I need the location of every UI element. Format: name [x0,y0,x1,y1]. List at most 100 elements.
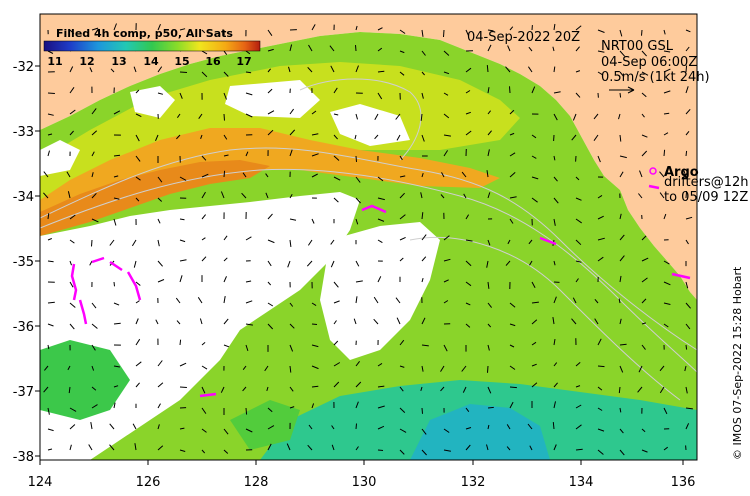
argo-label: Argo [664,165,699,180]
current-vector [308,424,313,430]
current-vector [641,71,649,76]
current-vector [399,192,405,199]
current-vector [242,386,247,392]
current-vector [594,298,599,304]
current-vector [69,239,75,244]
date-label: 04-Sep-2022 20Z [467,30,580,45]
current-vector [659,386,665,394]
current-vector [619,29,623,37]
current-vector [223,92,227,100]
current-vector [223,428,229,435]
current-vector [374,113,379,120]
current-vector [179,362,187,367]
current-vector [245,71,252,74]
current-vector [179,239,186,243]
current-vector [487,281,490,289]
current-vector [201,237,206,241]
colorbar-tick: 13 [111,55,126,68]
current-vector [179,259,187,262]
current-vector [509,172,516,178]
current-vector [637,386,643,393]
current-vector [333,113,339,116]
current-vector [529,260,533,266]
current-vector [157,260,163,267]
drifter-track [78,299,88,325]
current-vector [311,385,319,388]
current-vector [135,134,140,142]
current-vector [443,92,449,96]
current-vector [443,449,451,452]
current-vector [443,235,450,241]
current-vector [420,386,423,392]
current-vector [69,260,72,266]
current-vector [575,25,582,31]
current-vector [619,275,622,283]
current-vector [157,279,165,283]
current-vector [399,71,405,76]
cloud-hole [40,140,80,176]
current-vector [289,386,294,392]
model-label: NRT00 GSL [601,39,674,54]
colorbar-tick: 15 [174,55,189,68]
current-vector [245,280,252,283]
current-vector [157,197,163,202]
current-vector [47,238,52,241]
colorbar-tick: 16 [205,55,221,68]
current-vector [377,197,385,201]
current-vector [267,213,273,220]
current-vector [135,318,139,325]
current-vector [619,213,622,220]
current-vector [486,170,489,178]
current-vector [135,176,141,181]
current-vector [329,45,335,52]
current-vector [373,318,379,325]
current-vector [528,239,533,245]
current-vector [421,407,423,414]
current-vector [201,173,209,178]
current-vector [465,281,472,287]
current-vector [597,256,604,262]
current-vector [399,155,403,161]
current-vector [641,29,643,36]
current-vector [461,365,467,372]
current-vector [157,382,164,388]
current-vector [333,155,340,161]
current-vector [157,176,163,183]
current-vector [311,403,315,409]
current-vector [527,423,533,430]
y-tick-label: -38 [13,450,34,465]
y-tick-label: -33 [13,125,34,140]
current-vector [267,110,275,115]
current-vector [286,443,291,451]
current-vector [420,113,423,121]
current-vector [575,448,583,451]
current-vector [465,302,471,306]
current-vector [311,323,318,325]
current-vector [487,149,490,157]
current-vector [355,45,357,52]
current-vector [220,191,225,199]
current-vector [330,65,335,73]
current-vector [223,50,228,55]
sst-orange-band [40,128,500,232]
current-vector [109,444,115,451]
current-vector [461,171,467,178]
current-vector [593,113,599,120]
current-vector [91,344,96,351]
current-vector [157,403,161,409]
current-vector [552,46,555,52]
current-vector [552,422,555,430]
current-vector [201,214,206,220]
argo-marker-icon [649,167,657,175]
current-vector [306,260,313,267]
current-vector [529,445,533,451]
current-vector [553,218,556,226]
current-vector [553,66,556,73]
current-vector [355,218,359,225]
current-vector [311,218,315,224]
current-vector [441,172,445,178]
current-vector [289,323,295,329]
current-vector [307,239,313,246]
current-vector [333,281,339,288]
sst-cooler-patch [410,404,550,460]
